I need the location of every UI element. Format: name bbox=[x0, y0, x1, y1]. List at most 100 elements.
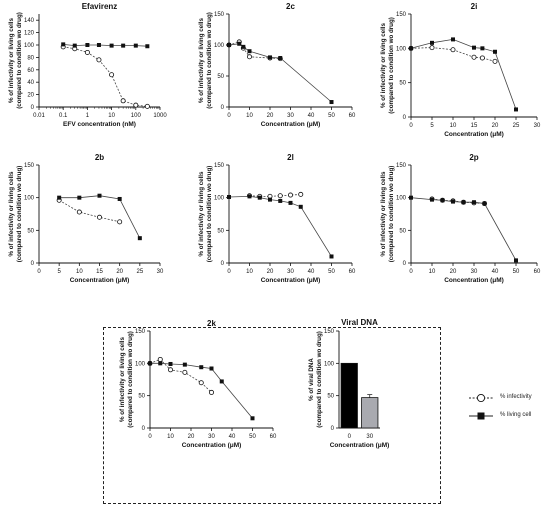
y-tick-label: 100 bbox=[214, 196, 225, 202]
living-point bbox=[121, 43, 126, 48]
y-tick-label: 100 bbox=[24, 43, 35, 49]
living-point bbox=[278, 198, 283, 203]
y-tick-label: 0 bbox=[221, 105, 225, 111]
chart-2k: 0 50 100 150 0 10 20 30 40 50 60 2k Concentration (μ… bbox=[119, 319, 277, 449]
y-axis-label-line-1: % of infectivity or living cells bbox=[198, 171, 205, 256]
y-tick-label: 0 bbox=[31, 261, 35, 267]
y-tick-label: 150 bbox=[324, 329, 335, 335]
infectivity-point bbox=[492, 58, 498, 64]
y-tick-label: 100 bbox=[135, 361, 146, 367]
chart-title: Viral DNA bbox=[341, 318, 378, 327]
living-point bbox=[237, 41, 242, 46]
x-tick-label: 60 bbox=[349, 269, 356, 275]
chart-efavirenz: 0 20 40 60 80 100 120 140 0.01 0.1 1 10 100 1000 Efavi… bbox=[8, 2, 167, 128]
y-tick-label: 100 bbox=[396, 196, 407, 202]
x-tick-label: 40 bbox=[308, 113, 315, 119]
x-tick-label: 40 bbox=[229, 434, 236, 440]
legend-infectivity-label: % infectivity bbox=[500, 394, 532, 400]
infectivity-point bbox=[109, 72, 115, 78]
x-axis-label: Concentration (μM) bbox=[70, 277, 130, 284]
infectivity-point bbox=[450, 47, 456, 53]
x-tick-label: 0 bbox=[37, 269, 41, 275]
living-point bbox=[409, 46, 413, 51]
chart-title: 2c bbox=[286, 2, 295, 11]
infectivity-point bbox=[167, 367, 173, 373]
chart-viral-dna: 0 50 100 150 0 30 Viral DNA Concentration (μM)%… bbox=[308, 318, 389, 449]
living-point bbox=[250, 416, 255, 421]
living-point bbox=[227, 43, 231, 47]
y-axis-label-line-1: % of infectivity or living cells bbox=[198, 17, 205, 102]
x-tick-label: 50 bbox=[513, 269, 520, 275]
y-axis-label-line-1: % of infectivity or living cells bbox=[119, 336, 126, 421]
living-point bbox=[451, 199, 455, 204]
living-line bbox=[410, 38, 517, 110]
x-tick-label: 30 bbox=[157, 269, 164, 275]
y-axis-label-line-1: % of infectivity or living cells bbox=[8, 17, 15, 102]
infectivity-point bbox=[133, 102, 139, 108]
y-tick-label: 40 bbox=[27, 80, 34, 86]
y-tick-label: 50 bbox=[327, 394, 334, 400]
chart-title: 2k bbox=[207, 319, 216, 328]
living-point bbox=[451, 37, 455, 42]
living-point bbox=[158, 361, 163, 366]
infectivity-point bbox=[144, 103, 150, 109]
x-tick-label: 40 bbox=[492, 269, 499, 275]
y-axis-label-line-1: % of infectivity or living cells bbox=[380, 22, 387, 107]
living-point bbox=[97, 193, 102, 198]
y-tick-label: 150 bbox=[214, 12, 225, 18]
living-point bbox=[148, 361, 152, 366]
infectivity-point bbox=[208, 389, 214, 395]
y-tick-label: 50 bbox=[27, 228, 34, 234]
y-tick-label: 60 bbox=[27, 68, 34, 74]
living-point bbox=[298, 204, 303, 209]
y-tick-label: 20 bbox=[27, 93, 34, 99]
infectivity-point bbox=[76, 209, 82, 215]
y-axis-label-line-1: % of viral DNA bbox=[308, 358, 315, 401]
x-tick-label: 0 bbox=[348, 434, 352, 440]
living-point bbox=[96, 43, 101, 47]
living-point bbox=[109, 43, 114, 48]
y-tick-label: 50 bbox=[138, 394, 145, 400]
living-point bbox=[168, 361, 173, 366]
chart-2i: 0 50 100 150 0 5 10 15 20 25 30 2i Concentration (μM… bbox=[380, 2, 541, 138]
infectivity-point bbox=[287, 192, 293, 198]
x-tick-label: 10 bbox=[167, 434, 174, 440]
y-tick-label: 150 bbox=[135, 329, 146, 335]
bar-0 bbox=[340, 362, 358, 429]
y-axis-label-line-2: (compared to condition wo drug) bbox=[316, 331, 323, 428]
x-tick-label: 20 bbox=[492, 123, 499, 129]
y-tick-label: 100 bbox=[24, 196, 35, 202]
x-tick-label: 30 bbox=[287, 269, 294, 275]
living-point bbox=[57, 195, 62, 200]
living-point bbox=[268, 55, 272, 60]
living-point bbox=[219, 379, 224, 384]
x-tick-label: 30 bbox=[208, 434, 215, 440]
living-point bbox=[72, 43, 77, 48]
chart-2l: 0 50 100 150 0 10 20 30 40 50 60 2l Concentration (μ… bbox=[198, 153, 356, 284]
x-tick-label: 30 bbox=[366, 434, 373, 440]
x-axis-label: EFV concentration (nM) bbox=[63, 121, 136, 128]
living-line bbox=[63, 44, 148, 47]
infectivity-point bbox=[298, 191, 304, 197]
living-point bbox=[329, 100, 334, 105]
chart-2p: 0 50 100 150 0 10 20 30 40 50 60 2p Concentration (μ… bbox=[380, 153, 541, 284]
x-tick-label: 10 bbox=[108, 113, 115, 119]
y-tick-label: 150 bbox=[396, 12, 407, 18]
x-axis-label: Concentration (μM) bbox=[444, 277, 504, 284]
y-tick-label: 0 bbox=[331, 426, 335, 432]
x-tick-label: 50 bbox=[328, 113, 335, 119]
living-point bbox=[199, 365, 204, 370]
living-point bbox=[472, 200, 476, 205]
y-tick-label: 140 bbox=[24, 18, 35, 24]
living-point bbox=[61, 42, 66, 47]
x-tick-label: 25 bbox=[136, 269, 143, 275]
living-point bbox=[472, 45, 476, 50]
living-point bbox=[461, 200, 466, 205]
y-axis-label-line-1: % of infectivity or living cells bbox=[380, 171, 387, 256]
x-tick-label: 60 bbox=[349, 113, 356, 119]
x-tick-label: 10 bbox=[246, 269, 253, 275]
living-point bbox=[480, 46, 485, 51]
living-point bbox=[514, 107, 518, 112]
x-tick-label: 0.1 bbox=[59, 113, 68, 119]
infectivity-point bbox=[96, 57, 102, 63]
